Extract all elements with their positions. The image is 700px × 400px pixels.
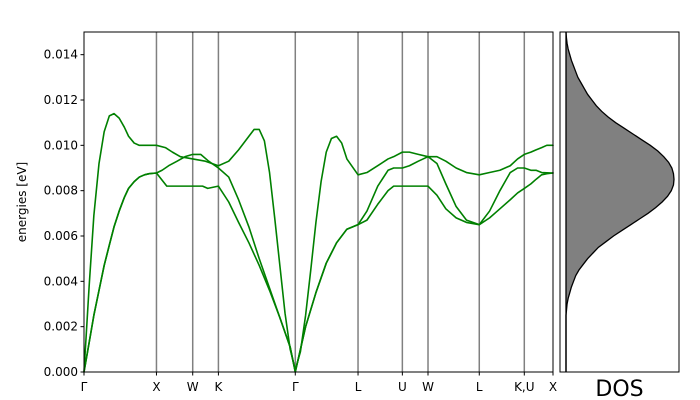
x-tick-label-0: Γ [81, 380, 88, 394]
x-tick-label-5: L [355, 380, 362, 394]
y-axis-ticks: 0.000 0.002 0.004 0.006 0.008 0.010 0.012 0.014 [44, 48, 84, 379]
y-tick-label-3: 0.006 [44, 229, 78, 243]
phonon-branches [83, 112, 554, 373]
x-tick-label-6: U [398, 380, 407, 394]
band-plot-frame [83, 31, 554, 373]
dos-plot-frame [559, 31, 680, 373]
y-tick-label-5: 0.010 [44, 138, 78, 152]
x-tick-label-10: X [549, 380, 557, 394]
phonon-branch-2 [83, 153, 554, 373]
x-tick-label-2: W [187, 380, 199, 394]
y-tick-label-6: 0.012 [44, 93, 78, 107]
y-tick-label-4: 0.008 [44, 184, 78, 198]
y-tick-label-2: 0.004 [44, 274, 78, 288]
y-tick-label-1: 0.002 [44, 320, 78, 334]
x-tick-label-8: L [476, 380, 483, 394]
y-axis-label: energies [eV] [15, 162, 29, 242]
dos-curve [565, 31, 675, 372]
x-tick-label-9: K,U [514, 380, 534, 394]
phonon-branch-3 [83, 112, 554, 373]
high-symmetry-lines [155, 32, 526, 372]
x-tick-label-7: W [422, 380, 434, 394]
y-tick-label-7: 0.014 [44, 48, 78, 62]
y-tick-label-0: 0.000 [44, 365, 78, 379]
dos-label: DOS [595, 377, 643, 400]
x-axis-ticks: Γ X W K Γ L U W L K,U X [81, 372, 557, 394]
band-structure-panel: 0.000 0.002 0.004 0.006 0.008 0.010 0.012 0.014… [15, 31, 557, 394]
dos-panel: DOS [559, 31, 680, 400]
x-tick-label-1: X [152, 380, 160, 394]
x-tick-label-4: Γ [292, 380, 299, 394]
x-tick-label-3: K [214, 380, 223, 394]
dos-fill [566, 32, 674, 372]
